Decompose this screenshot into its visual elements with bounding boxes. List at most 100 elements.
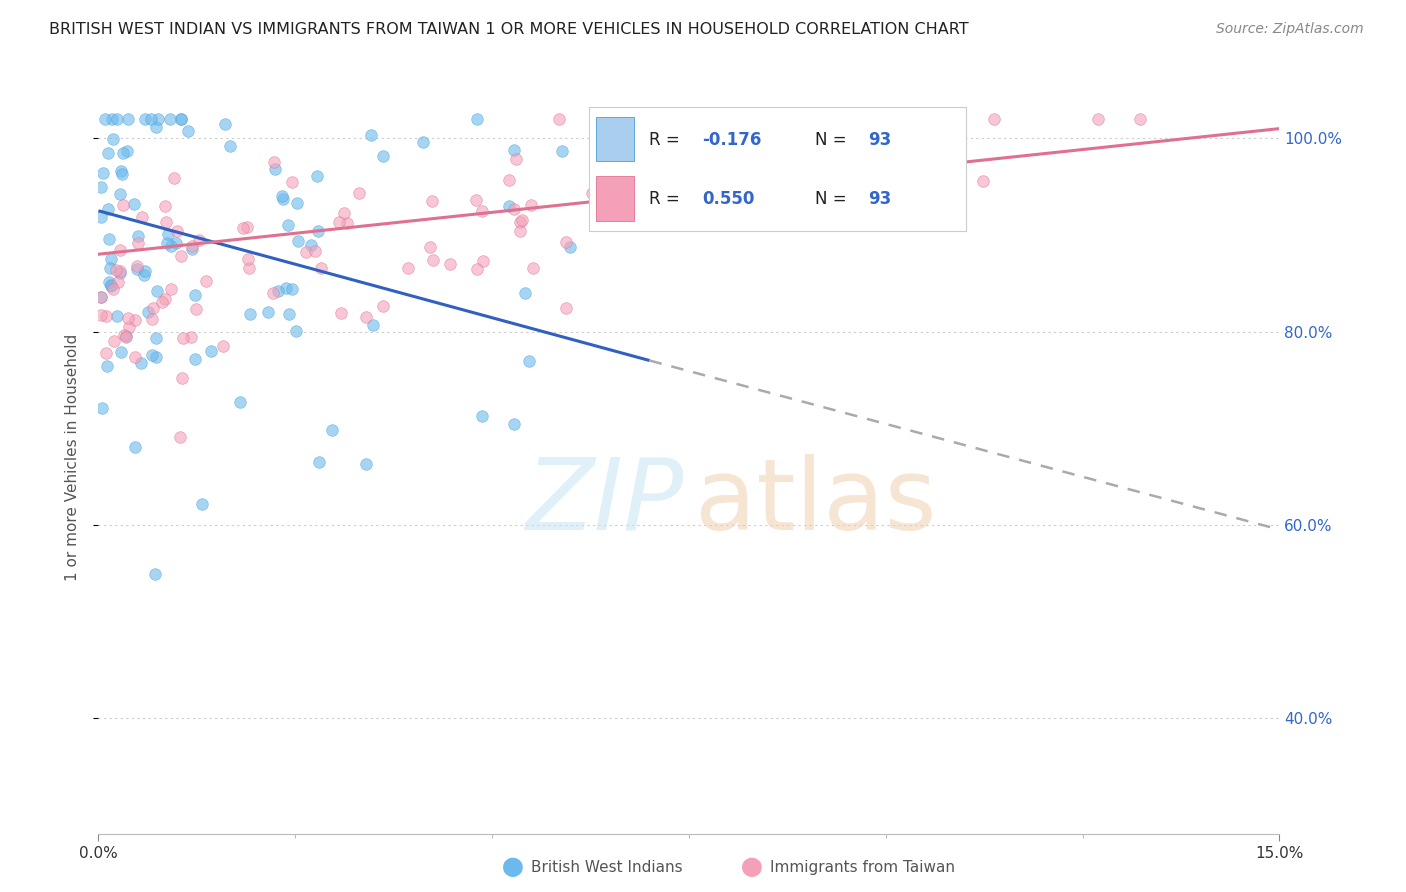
Point: [96, 146, 118, 161]
Point: [465, 261, 488, 276]
Point: [307, 224, 329, 238]
Point: [422, 253, 444, 268]
Point: [98, 232, 121, 246]
Point: [97, 202, 120, 216]
Point: [177, 124, 200, 138]
Point: [471, 254, 494, 268]
Point: [127, 229, 149, 244]
Text: British West Indians: British West Indians: [531, 860, 683, 874]
Point: [412, 135, 434, 149]
Point: [560, 240, 582, 254]
Point: [219, 139, 242, 153]
Point: [264, 161, 287, 176]
Point: [548, 112, 571, 126]
Point: [907, 112, 929, 126]
Point: [90, 210, 112, 224]
Point: [321, 423, 343, 437]
Point: [354, 457, 377, 471]
Point: [706, 140, 728, 154]
Point: [100, 252, 122, 266]
Point: [498, 173, 520, 187]
Point: [238, 260, 260, 275]
Point: [1129, 112, 1152, 126]
Point: [111, 198, 134, 212]
Point: [162, 171, 184, 186]
Point: [465, 112, 488, 126]
Point: [125, 262, 148, 277]
Point: [98, 275, 121, 289]
Point: [396, 260, 419, 275]
Point: [125, 259, 148, 273]
Point: [308, 454, 330, 468]
Point: [236, 219, 259, 234]
Point: [295, 245, 318, 260]
Point: [90, 179, 112, 194]
Point: [96, 359, 118, 373]
Point: [581, 186, 603, 201]
Point: [328, 215, 350, 229]
Point: [94, 112, 117, 126]
Point: [281, 282, 304, 296]
Point: [287, 234, 309, 248]
Point: [98, 260, 121, 275]
Point: [515, 286, 537, 301]
Text: ZIP: ZIP: [524, 454, 683, 551]
Point: [160, 239, 183, 253]
Point: [134, 264, 156, 278]
Point: [134, 112, 156, 126]
Text: atlas: atlas: [695, 454, 936, 551]
Point: [124, 440, 146, 454]
Point: [165, 235, 187, 250]
Point: [169, 430, 191, 444]
Point: [555, 301, 578, 315]
Point: [118, 320, 141, 334]
Point: [329, 306, 352, 320]
Point: [143, 567, 166, 582]
Point: [181, 239, 204, 253]
Point: [100, 278, 122, 293]
Point: [908, 112, 931, 126]
Point: [117, 311, 139, 326]
Point: [155, 214, 177, 228]
Point: [188, 233, 211, 247]
Point: [555, 235, 578, 249]
Point: [360, 128, 382, 142]
Point: [354, 310, 377, 325]
Point: [141, 312, 163, 326]
Point: [232, 221, 254, 235]
Point: [509, 215, 531, 229]
Point: [972, 174, 994, 188]
Text: Immigrants from Taiwan: Immigrants from Taiwan: [770, 860, 956, 874]
Point: [131, 211, 153, 225]
Point: [551, 145, 574, 159]
Point: [160, 282, 183, 296]
Point: [274, 281, 297, 295]
Point: [122, 197, 145, 211]
Point: [309, 261, 332, 276]
Point: [239, 307, 262, 321]
Point: [136, 304, 159, 318]
Point: [651, 161, 673, 175]
Point: [166, 224, 188, 238]
Point: [170, 249, 193, 263]
Point: [517, 354, 540, 368]
Point: [281, 175, 304, 189]
Point: [91, 166, 114, 180]
Point: [101, 281, 124, 295]
Point: [110, 264, 132, 278]
Text: Source: ZipAtlas.com: Source: ZipAtlas.com: [1216, 22, 1364, 37]
Point: [936, 114, 959, 128]
Point: [124, 312, 146, 326]
Point: [747, 168, 769, 182]
Point: [765, 185, 787, 199]
Point: [1087, 112, 1109, 126]
Point: [108, 243, 131, 257]
Point: [498, 198, 520, 212]
Point: [371, 148, 394, 162]
Point: [191, 497, 214, 511]
Point: [502, 202, 524, 216]
Point: [152, 295, 174, 310]
Point: [139, 112, 162, 126]
Point: [200, 344, 222, 359]
Point: [141, 348, 163, 362]
